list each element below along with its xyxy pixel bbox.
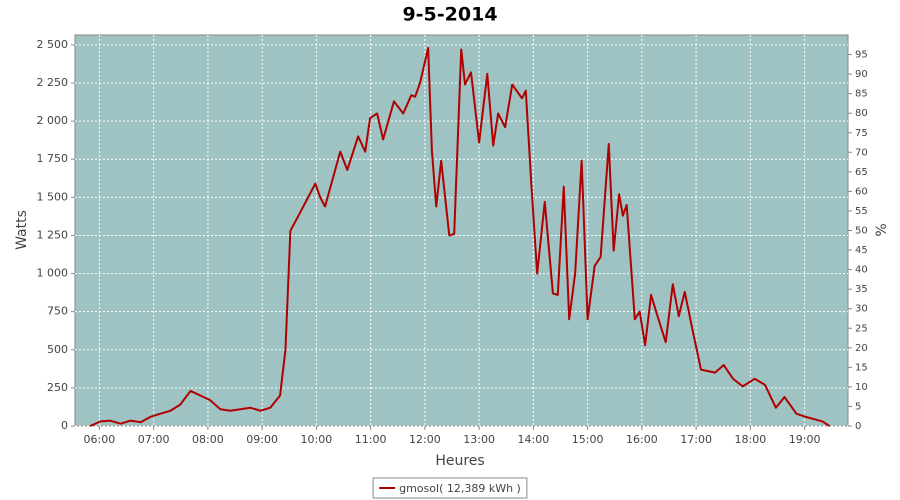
data-line: [89, 46, 831, 427]
y2-tick-label: 40: [855, 265, 868, 276]
x-tick-label: 18:00: [735, 433, 767, 446]
y-tick-label: 1 500: [37, 190, 69, 203]
y2-tick-label: 60: [855, 186, 868, 197]
y2-tick-label: 95: [855, 50, 868, 61]
x-tick-label: 13:00: [463, 433, 495, 446]
x-tick-label: 09:00: [246, 433, 278, 446]
y-tick-label: 1 750: [37, 152, 69, 165]
x-tick-label: 07:00: [138, 433, 170, 446]
y2-tick-label: 30: [855, 304, 868, 315]
y2-tick-label: 65: [855, 167, 868, 178]
y2-tick-label: 80: [855, 108, 868, 119]
y-tick-label: 2 000: [37, 114, 69, 127]
y-tick-label: 2 250: [37, 76, 69, 89]
x-tick-label: 19:00: [789, 433, 821, 446]
y2-tick-label: 35: [855, 284, 868, 295]
y2-tick-label: 10: [855, 382, 868, 393]
y-axis-label: Watts: [14, 210, 30, 250]
y2-tick-label: 55: [855, 206, 868, 217]
y-tick-label: 750: [47, 305, 68, 318]
x-tick-label: 10:00: [301, 433, 333, 446]
y2-tick-label: 85: [855, 89, 868, 100]
y-tick-label: 2 500: [37, 38, 69, 51]
y-tick-label: 500: [47, 343, 68, 356]
x-tick-label: 12:00: [409, 433, 441, 446]
x-tick-label: 15:00: [572, 433, 604, 446]
y2-tick-label: 75: [855, 128, 868, 139]
y2-tick-label: 15: [855, 362, 868, 373]
x-tick-label: 08:00: [192, 433, 224, 446]
y2-tick-label: 0: [855, 421, 861, 432]
x-tick-label: 17:00: [680, 433, 712, 446]
y-tick-label: 250: [47, 381, 68, 394]
y2-tick-label: 70: [855, 147, 868, 158]
chart-title: 9-5-2014: [402, 4, 497, 26]
y2-tick-label: 20: [855, 343, 868, 354]
legend-box: [372, 477, 528, 499]
x-tick-label: 14:00: [518, 433, 550, 446]
plot-area: [74, 34, 849, 427]
y2-tick-label: 45: [855, 245, 868, 256]
y-tick-label: 1 000: [37, 267, 69, 280]
y-tick-label: 1 250: [37, 228, 69, 241]
y-tick-label: 0: [61, 419, 68, 432]
x-axis-label: Heures: [435, 453, 484, 469]
x-tick-label: 06:00: [84, 433, 116, 446]
x-tick-label: 11:00: [355, 433, 387, 446]
y2-tick-label: 90: [855, 69, 868, 80]
legend: gmosol( 12,389 kWh ): [372, 477, 528, 499]
legend-label: gmosol( 12,389 kWh ): [399, 482, 521, 495]
y2-tick-label: 50: [855, 226, 868, 237]
y2-tick-label: 5: [855, 401, 861, 412]
y2-axis-label: %: [874, 223, 890, 236]
x-tick-label: 16:00: [626, 433, 658, 446]
y2-tick-label: 25: [855, 323, 868, 334]
